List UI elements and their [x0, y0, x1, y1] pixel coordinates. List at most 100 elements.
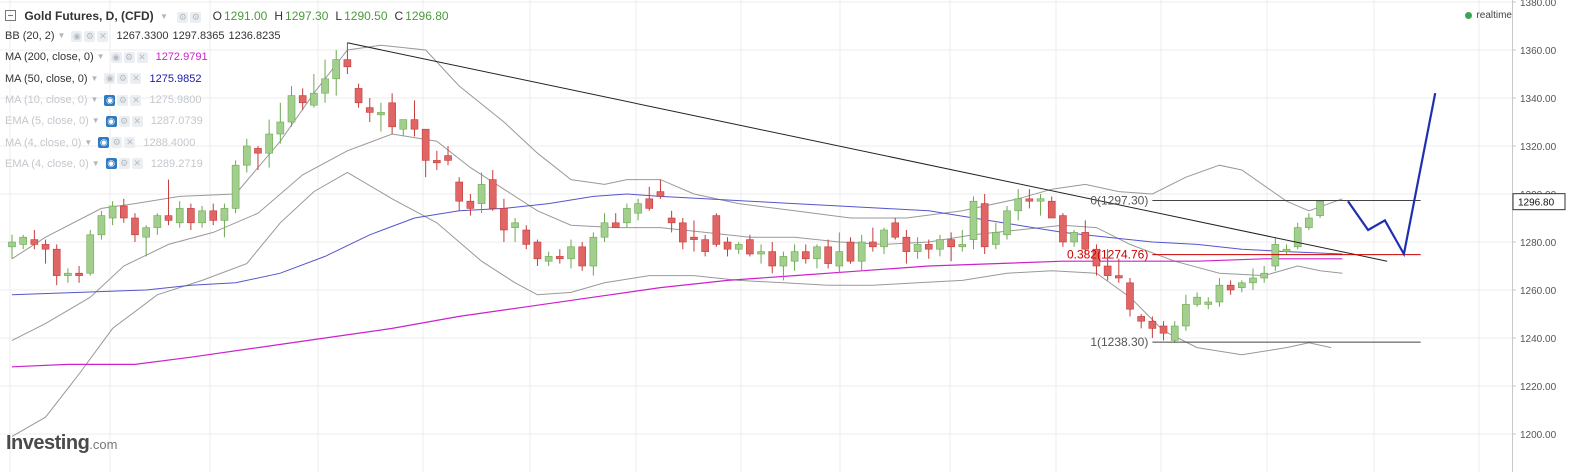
candle-body: [846, 241, 855, 262]
candle-body: [1092, 248, 1101, 267]
indicator-row[interactable]: EMA (4, close, 0) ▼ ◉ ⚙ ✕ 1289.2719: [5, 156, 207, 172]
gear-icon[interactable]: ⚙: [84, 30, 96, 42]
ohlc-values: O 1291.00 H 1297.30 L 1290.50 C 1296.80: [213, 9, 456, 23]
candle: [131, 213, 139, 242]
close-icon[interactable]: ✕: [97, 30, 109, 42]
indicator-value: 1287.0739: [150, 115, 203, 128]
candle-body: [198, 210, 206, 224]
gear-icon[interactable]: ⚙: [190, 12, 202, 24]
close-icon[interactable]: ✕: [136, 51, 148, 63]
candle-body: [265, 133, 273, 154]
indicator-buttons: ◉ ⚙ ✕: [104, 92, 143, 108]
candle: [813, 244, 821, 269]
candle-body: [1070, 232, 1078, 243]
candle-body: [153, 215, 162, 228]
indicator-buttons: ◉ ⚙ ✕: [110, 49, 150, 65]
indicator-row[interactable]: MA (200, close, 0) ▼ ◉ ⚙ ✕ 1272.9791: [5, 49, 212, 65]
eye-icon[interactable]: ◉: [110, 51, 122, 63]
candle-body: [824, 246, 832, 264]
candle-body: [298, 95, 307, 104]
candle: [433, 150, 441, 170]
candle-body: [690, 236, 698, 240]
candle: [220, 203, 229, 238]
candle: [399, 119, 408, 137]
candle: [321, 59, 329, 103]
candle: [723, 237, 732, 257]
candle: [365, 98, 374, 122]
indicator-row[interactable]: EMA (5, close, 0) ▼ ◉ ⚙ ✕ 1287.0739: [5, 113, 207, 129]
indicator-row[interactable]: MA (4, close, 0) ▼ ◉ ⚙ ✕ 1288.4000: [5, 135, 199, 151]
indicator-row[interactable]: BB (20, 2) ▼ ◉ ⚙ ✕ 1267.3300 1297.8365 1236.823…: [5, 28, 284, 44]
drawings: 0(1297.30) 0.382(1274.76) 1(1238.30): [347, 42, 1437, 349]
candle-body: [1193, 296, 1201, 305]
candle: [1036, 194, 1045, 216]
settings-icon[interactable]: ⚙: [177, 12, 189, 24]
current-price-label: 1296.80: [1518, 198, 1555, 209]
gear-icon[interactable]: ⚙: [123, 51, 135, 63]
indicator-value: 1297.8365: [172, 30, 225, 42]
candle-body: [1059, 215, 1067, 243]
candle-body: [433, 160, 441, 164]
candle: [1305, 213, 1313, 230]
indicator-name: MA (200, close, 0): [5, 51, 94, 64]
axis-tick-label: 1260.00: [1520, 286, 1557, 297]
eye-icon[interactable]: ◉: [104, 73, 116, 85]
eye-icon[interactable]: ◉: [71, 30, 83, 42]
gear-icon[interactable]: ⚙: [118, 115, 130, 127]
close-icon[interactable]: ✕: [131, 115, 143, 127]
eye-icon[interactable]: ◉: [105, 115, 117, 127]
candle-body: [86, 234, 95, 274]
candle-body: [544, 256, 553, 262]
close-icon[interactable]: ✕: [124, 137, 136, 149]
candle: [332, 50, 341, 96]
candle-body: [120, 205, 128, 219]
realtime-status: realtime: [1465, 10, 1512, 21]
indicator-row[interactable]: MA (10, close, 0) ▼ ◉ ⚙ ✕ 1275.9800: [5, 92, 205, 108]
close-icon[interactable]: ✕: [130, 94, 142, 106]
candle-body: [242, 145, 251, 166]
candle-body: [1305, 217, 1313, 228]
chevron-down-icon[interactable]: ▼: [91, 116, 100, 126]
candle: [120, 198, 128, 223]
candle: [231, 160, 240, 214]
chevron-down-icon[interactable]: ▼: [57, 31, 66, 41]
candle-body: [410, 119, 419, 130]
candle: [1025, 189, 1034, 209]
close-icon[interactable]: ✕: [131, 158, 143, 170]
candle: [187, 203, 195, 230]
eye-icon[interactable]: ◉: [105, 158, 117, 170]
chevron-down-icon[interactable]: ▼: [160, 11, 168, 21]
realtime-label: realtime: [1476, 10, 1512, 21]
candle: [310, 74, 318, 108]
gear-icon[interactable]: ⚙: [111, 137, 123, 149]
eye-icon[interactable]: ◉: [104, 94, 116, 106]
candle-body: [634, 203, 642, 214]
indicator-values: 1288.4000: [143, 137, 199, 149]
candle: [924, 239, 933, 259]
chevron-down-icon[interactable]: ▼: [91, 158, 100, 168]
indicator-name: MA (4, close, 0): [5, 136, 82, 149]
collapse-icon[interactable]: [5, 10, 16, 22]
chevron-down-icon[interactable]: ▼: [84, 137, 93, 147]
candle-body: [131, 217, 139, 236]
chevron-down-icon[interactable]: ▼: [96, 52, 105, 62]
axis-tick-label: 1200.00: [1520, 430, 1557, 441]
candle-body: [1148, 320, 1157, 329]
candle-body: [276, 121, 285, 135]
chevron-down-icon[interactable]: ▼: [90, 73, 99, 83]
close-icon[interactable]: ✕: [130, 73, 142, 85]
indicator-row[interactable]: MA (50, close, 0) ▼ ◉ ⚙ ✕ 1275.9852: [5, 71, 205, 87]
gear-icon[interactable]: ⚙: [117, 94, 129, 106]
chart-header: Gold Futures, D, (CFD) ▼ ⚙ ⚙ O 1291.00 H 129…: [5, 8, 456, 24]
gear-icon[interactable]: ⚙: [117, 73, 129, 85]
candle: [891, 218, 900, 240]
candle: [1092, 244, 1101, 276]
eye-icon[interactable]: ◉: [98, 137, 110, 149]
chevron-down-icon[interactable]: ▼: [90, 94, 99, 104]
chart-title: Gold Futures, D, (CFD): [24, 9, 154, 23]
candle: [1137, 314, 1145, 329]
candle-body: [354, 88, 363, 104]
gear-icon[interactable]: ⚙: [118, 158, 130, 170]
candle: [1103, 249, 1112, 281]
